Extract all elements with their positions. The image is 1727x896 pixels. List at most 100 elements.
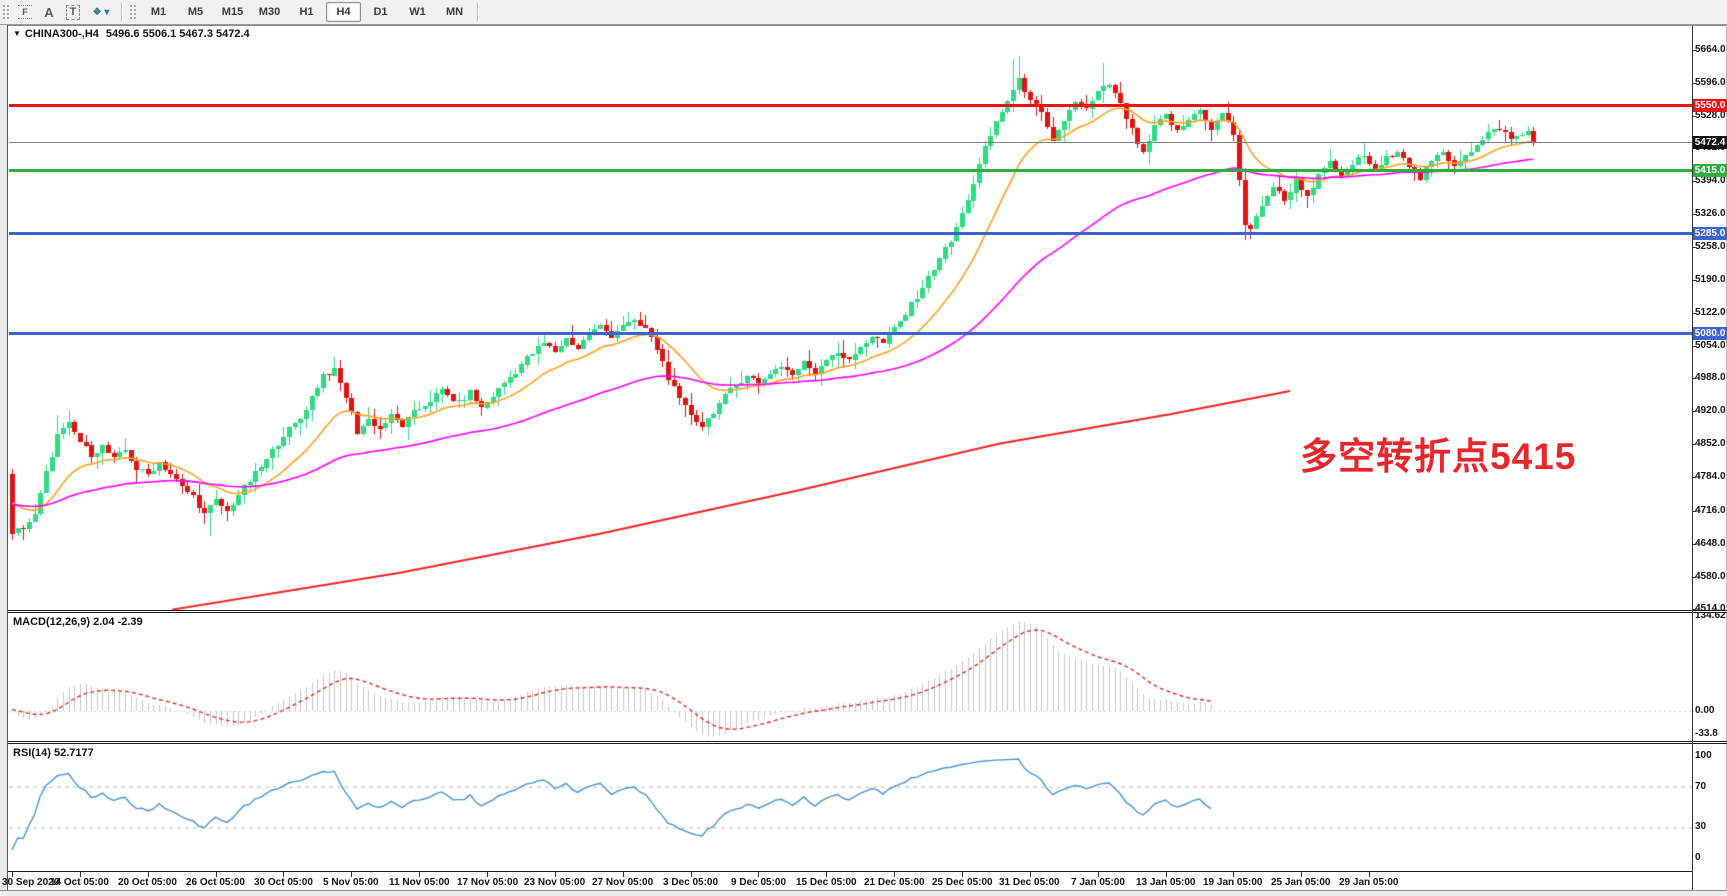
time-axis-label: 30 Sep 2020 <box>2 877 60 888</box>
rsi-axis-label: 0 <box>1695 852 1701 863</box>
timeframe-button-w1[interactable]: W1 <box>409 6 426 18</box>
time-axis-tick <box>691 872 692 877</box>
price-axis-label: 4514.0 <box>1695 603 1726 614</box>
price-axis-tick <box>1692 378 1696 379</box>
time-axis-tick <box>623 872 624 877</box>
time-axis-tick <box>758 872 759 877</box>
time-axis-label: 14 Oct 05:00 <box>50 877 109 888</box>
price-axis-tick <box>1692 313 1696 314</box>
time-axis-tick <box>962 872 963 877</box>
text-label-icon[interactable]: A <box>44 4 54 20</box>
price-badge-5415.0: 5415.0 <box>1693 164 1727 177</box>
toolbar-icons: F A T ❖ ▾ <box>13 2 117 22</box>
price-badge-5550.0: 5550.0 <box>1693 99 1727 112</box>
price-axis-label: 4852.0 <box>1695 438 1726 449</box>
time-axis-label: 5 Nov 05:00 <box>323 877 379 888</box>
horizontal-line-5415.0[interactable] <box>9 169 1692 172</box>
time-axis-tick <box>826 872 827 877</box>
timeframe-button-m5[interactable]: M5 <box>187 6 204 18</box>
timeframe-group: M1 M5 M15 M30 H1 H4 D1 W1 MN <box>140 2 473 22</box>
price-axis-tick <box>1692 477 1696 478</box>
horizontal-line-5080.0[interactable] <box>9 332 1692 335</box>
price-axis-label: 5394.0 <box>1695 175 1726 186</box>
chart-ohlc-values: 5496.6 5506.1 5467.3 5472.4 <box>105 28 250 40</box>
symbol-dropdown-icon[interactable]: ▼ <box>13 29 21 38</box>
objects-dropdown-icon[interactable]: ❖ ▾ <box>92 6 110 18</box>
window-bottom-edge <box>0 890 1727 896</box>
price-axis-label: 5190.0 <box>1695 274 1726 285</box>
price-axis-tick <box>1692 280 1696 281</box>
timeframe-button-d1[interactable]: D1 <box>373 6 388 18</box>
chart-symbol-label: CHINA300-,H4 <box>24 28 99 40</box>
panel-separator-macd[interactable] <box>8 610 1727 613</box>
time-axis-tick <box>80 872 81 877</box>
time-axis-label: 21 Dec 05:00 <box>864 877 925 888</box>
timeframe-button-m30[interactable]: M30 <box>258 6 281 18</box>
price-axis-tick <box>1692 50 1696 51</box>
time-axis-label: 17 Nov 05:00 <box>457 877 519 888</box>
time-axis-tick <box>1166 872 1167 877</box>
time-axis-label: 13 Jan 05:00 <box>1136 877 1196 888</box>
price-axis-tick <box>1692 346 1696 347</box>
timeframe-button-m15[interactable]: M15 <box>221 6 244 18</box>
time-axis-label: 9 Dec 05:00 <box>731 877 787 888</box>
window-left-edge <box>0 25 8 890</box>
time-axis-tick <box>283 872 284 877</box>
rsi-label: RSI(14) 52.7177 <box>13 747 94 759</box>
timeframe-button-h4[interactable]: H4 <box>326 2 361 22</box>
price-axis-label: 5054.0 <box>1695 340 1726 351</box>
price-axis-label: 5596.0 <box>1695 77 1726 88</box>
horizontal-line-5550.0[interactable] <box>9 104 1692 107</box>
timeframe-drag-handle[interactable] <box>129 4 137 20</box>
time-axis[interactable] <box>8 871 1692 890</box>
price-badge-5080.0: 5080.0 <box>1693 327 1727 340</box>
time-axis-tick <box>351 872 352 877</box>
rsi-panel-canvas[interactable] <box>9 744 1692 871</box>
price-axis-tick <box>1692 577 1696 578</box>
macd-panel-canvas[interactable] <box>9 613 1692 741</box>
rsi-axis-label: 100 <box>1695 750 1712 761</box>
time-axis-label: 26 Oct 05:00 <box>186 877 245 888</box>
toolbar-drag-handle[interactable] <box>2 4 10 20</box>
time-axis-label: 7 Jan 05:00 <box>1071 877 1125 888</box>
time-axis-tick <box>1301 872 1302 877</box>
time-axis-tick <box>419 872 420 877</box>
time-axis-label: 20 Oct 05:00 <box>118 877 177 888</box>
toolbar-separator <box>121 2 123 22</box>
macd-name: MACD(12,26,9) <box>13 616 91 628</box>
price-badge-5285.0: 5285.0 <box>1693 227 1727 240</box>
price-axis-label: 4784.0 <box>1695 471 1726 482</box>
macd-axis-label: -33.8 <box>1695 728 1718 739</box>
price-axis-tick <box>1692 214 1696 215</box>
price-axis-label: 5258.0 <box>1695 241 1726 252</box>
horizontal-line-5472.4[interactable] <box>9 142 1692 143</box>
horizontal-line-5285.0[interactable] <box>9 232 1692 235</box>
time-axis-label: 3 Dec 05:00 <box>663 877 719 888</box>
timeframe-button-h1[interactable]: H1 <box>299 6 314 18</box>
timeframe-button-mn[interactable]: MN <box>445 6 464 18</box>
toolbar: F A T ❖ ▾ M1 M5 M15 M30 H1 H4 D1 W1 MN <box>0 0 1727 25</box>
grid-template-icon[interactable]: F <box>14 2 36 22</box>
price-axis-tick <box>1692 609 1696 610</box>
chart-title[interactable]: ▼ CHINA300-,H4 5496.6 5506.1 5467.3 5472.4 <box>13 28 250 40</box>
price-axis-tick <box>1692 83 1696 84</box>
time-axis-label: 19 Jan 05:00 <box>1203 877 1263 888</box>
macd-values: 2.04 -2.39 <box>93 616 143 628</box>
price-axis-label: 5664.0 <box>1695 44 1726 55</box>
timeframe-button-m1[interactable]: M1 <box>150 6 167 18</box>
text-box-icon[interactable]: T <box>62 2 84 22</box>
candlestick-chart-canvas[interactable] <box>9 26 1692 610</box>
macd-axis-label: 134.62 <box>1695 610 1726 621</box>
price-axis-tick <box>1692 181 1696 182</box>
time-axis-tick <box>1030 872 1031 877</box>
panel-separator-rsi[interactable] <box>8 741 1727 744</box>
rsi-name: RSI(14) <box>13 747 51 759</box>
price-axis-tick <box>1692 116 1696 117</box>
price-axis-tick <box>1692 444 1696 445</box>
price-axis-label: 4648.0 <box>1695 538 1726 549</box>
macd-label: MACD(12,26,9) 2.04 -2.39 <box>13 616 143 628</box>
rsi-axis-label: 30 <box>1695 821 1707 832</box>
time-axis-label: 29 Jan 05:00 <box>1339 877 1399 888</box>
time-axis-label: 27 Nov 05:00 <box>592 877 654 888</box>
